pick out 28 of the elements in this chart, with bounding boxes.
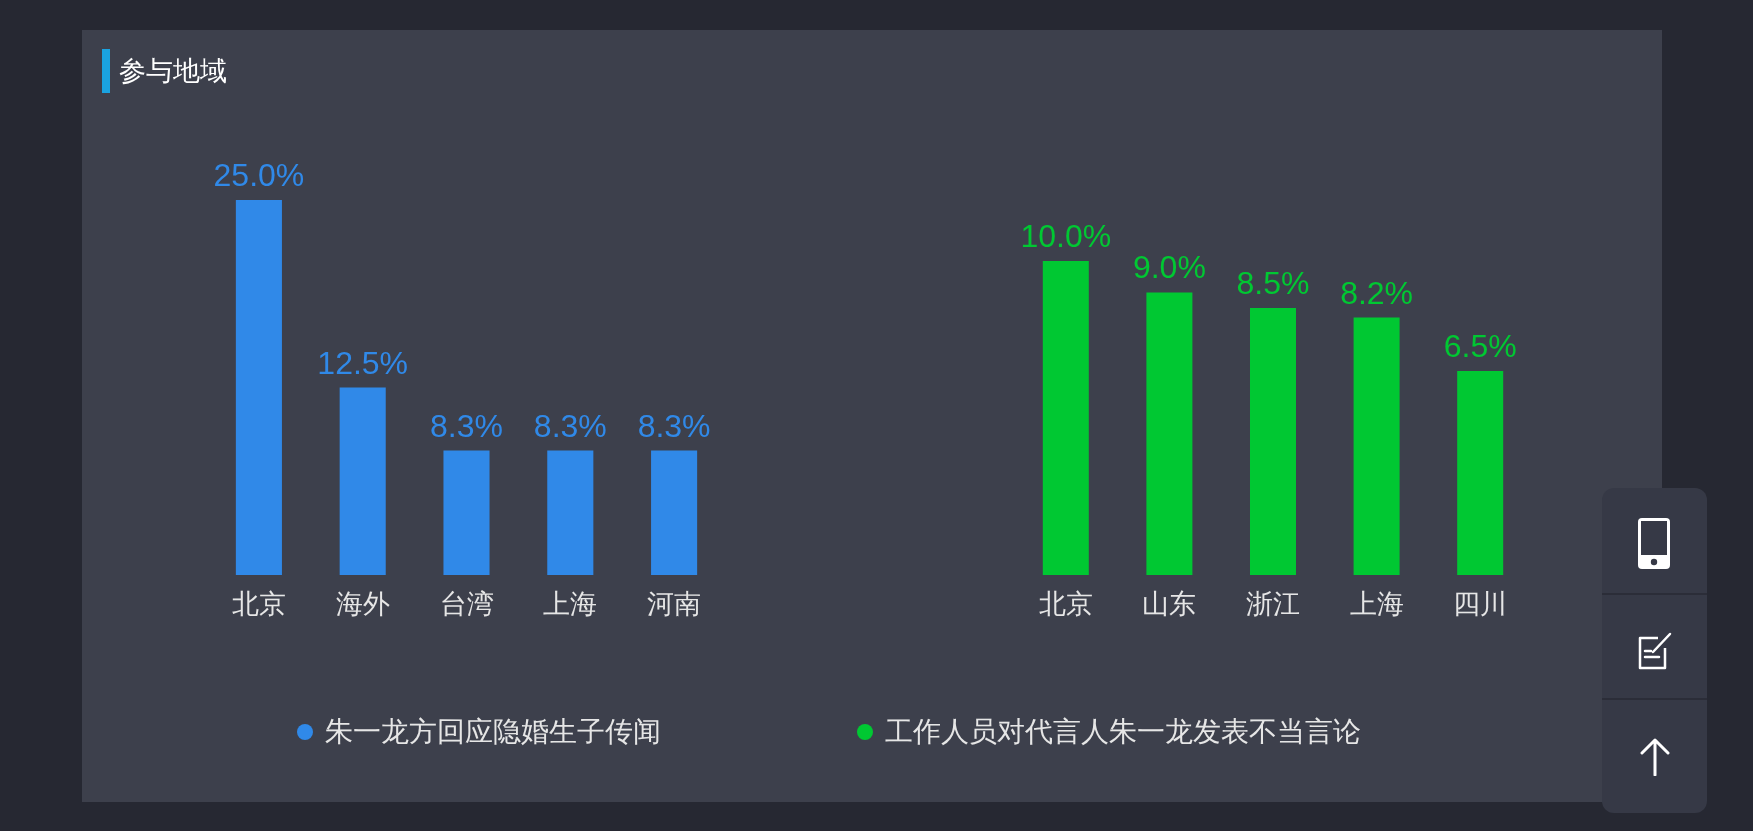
bar <box>1042 261 1089 575</box>
x-tick-label: 台湾 <box>439 588 494 619</box>
x-tick-label: 海外 <box>335 588 390 619</box>
data-label: 8.3% <box>637 407 711 444</box>
data-label: 8.2% <box>1340 274 1414 311</box>
x-tick-label: 北京 <box>231 588 286 619</box>
data-label: 6.5% <box>1443 327 1517 364</box>
x-tick-label: 浙江 <box>1246 588 1300 619</box>
x-tick-label: 河南 <box>647 588 702 619</box>
data-label: 25.0% <box>213 157 305 193</box>
data-label: 8.3% <box>533 407 607 444</box>
x-tick-label: 北京 <box>1038 588 1093 619</box>
x-tick-label: 上海 <box>1349 588 1404 619</box>
data-label: 8.5% <box>1236 265 1310 302</box>
data-label: 10.0% <box>1020 218 1112 254</box>
bar <box>1146 292 1193 575</box>
bar <box>1250 308 1296 575</box>
legend-label: 朱一龙方回应隐婚生子传闻 <box>325 716 661 748</box>
data-label: 8.3% <box>430 407 503 444</box>
data-label: 12.5% <box>317 344 409 381</box>
x-tick-label: 山东 <box>1142 588 1197 619</box>
legend-label: 工作人员对代言人朱一龙发表不当言论 <box>885 716 1361 748</box>
x-tick-label: 上海 <box>543 588 598 619</box>
data-label: 9.0% <box>1132 249 1206 286</box>
bar <box>1457 370 1504 575</box>
x-tick-label: 四川 <box>1453 588 1508 619</box>
chart-title: 参与地域 <box>119 55 227 87</box>
bar <box>1353 317 1400 575</box>
